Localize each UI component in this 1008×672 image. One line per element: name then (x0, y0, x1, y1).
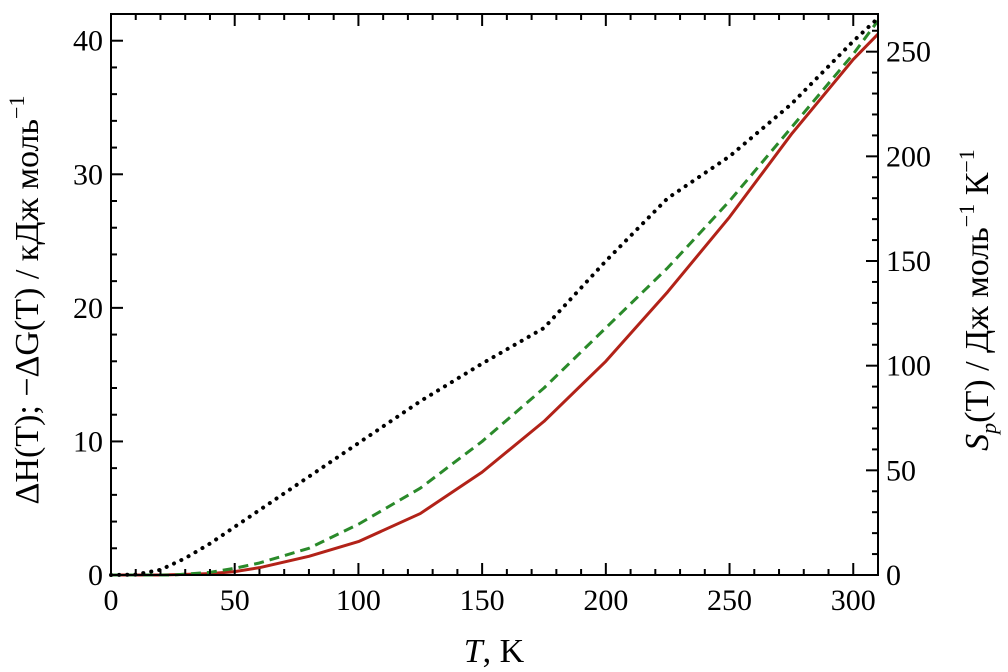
y-right-axis-label-unit: К (959, 172, 996, 204)
y-right-axis-label: Sp(T) / Дж моль−1 К−1 (954, 149, 1001, 451)
y-left-tick-label: 40 (73, 25, 103, 58)
series-line-3-dotted (109, 16, 880, 577)
ticks-layer: 0 50 100 150 200 250 300 0 10 20 30 40 0 50 100 150 200 2… (73, 13, 931, 617)
y-left-tick-label: 0 (88, 559, 103, 592)
y-left-axis-label: ΔH(T); −ΔG(T) / кДж моль−1 (4, 96, 46, 505)
y-left-axis-label-main: ΔH(T); −ΔG(T) / кДж моль (9, 119, 46, 504)
plot-frame (110, 13, 879, 576)
y-right-axis-label-sub: p (976, 423, 1001, 436)
y-left-tick-label: 10 (73, 425, 103, 458)
y-right-tick-label: 0 (886, 559, 901, 592)
y-right-tick-label: 150 (886, 245, 931, 278)
y-left-tick-label: 20 (73, 292, 103, 325)
x-tick-label: 200 (583, 584, 628, 617)
y-right-axis-label-sup2: −1 (954, 149, 979, 172)
y-left-axis-label-sup: −1 (4, 96, 29, 119)
y-right-tick-label: 250 (886, 36, 931, 69)
y-right-tick-label: 100 (886, 350, 931, 383)
x-tick-label: 250 (707, 584, 752, 617)
y-right-tick-label: 50 (886, 454, 916, 487)
y-right-axis-label-s: S (959, 434, 996, 451)
x-tick-label: 50 (220, 584, 250, 617)
x-tick-label: 150 (460, 584, 505, 617)
series-line-1-solid (111, 32, 880, 577)
series-layer (109, 16, 880, 577)
y-left-tick-label: 30 (73, 158, 103, 191)
y-right-axis-label-rest: (T) / Дж моль (959, 227, 996, 423)
x-tick-label: 100 (336, 584, 381, 617)
series-line-2-dashed (111, 19, 880, 577)
x-axis-label-unit: , K (483, 633, 525, 670)
y-right-axis-label-sup1: −1 (954, 204, 979, 227)
x-axis-label-var: T (464, 633, 485, 670)
x-tick-label: 0 (104, 584, 119, 617)
y-right-tick-label: 200 (886, 140, 931, 173)
x-axis-label: T, K (464, 633, 525, 670)
x-tick-label: 300 (831, 584, 876, 617)
